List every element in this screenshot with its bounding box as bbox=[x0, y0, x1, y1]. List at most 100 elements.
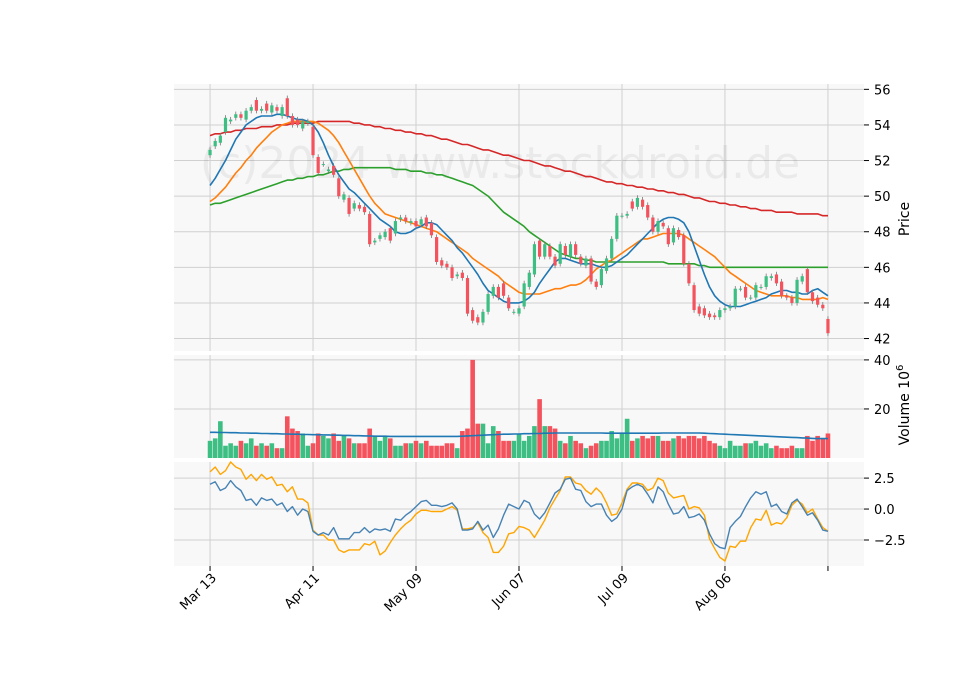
volume-bar bbox=[387, 438, 393, 458]
ma-mid-line bbox=[209, 120, 829, 301]
candle-body bbox=[574, 244, 578, 255]
candle-body bbox=[579, 256, 583, 264]
volume-bar bbox=[650, 435, 656, 458]
volume-bar bbox=[557, 440, 563, 458]
volume-bar bbox=[660, 440, 666, 458]
candle-body bbox=[553, 256, 557, 266]
volume-bar bbox=[496, 431, 501, 458]
volume-bar bbox=[398, 445, 403, 458]
candle-body bbox=[687, 263, 691, 284]
volume-bar bbox=[310, 443, 316, 458]
candle-body bbox=[713, 315, 717, 318]
volume-axis-title-exponent: 6 bbox=[895, 365, 906, 371]
candle-body bbox=[517, 308, 521, 314]
candle-body bbox=[568, 244, 573, 257]
candle-body bbox=[393, 221, 398, 234]
volume-bar bbox=[357, 443, 362, 458]
price-y-tick-label: 56 bbox=[874, 83, 891, 98]
candle-body bbox=[738, 288, 743, 290]
candle-body bbox=[589, 258, 593, 282]
volume-bar bbox=[635, 438, 640, 458]
volume-bar bbox=[372, 435, 378, 458]
candle-body bbox=[749, 297, 753, 299]
volume-bar bbox=[269, 443, 275, 458]
candle-body bbox=[450, 267, 454, 279]
candle-body bbox=[707, 313, 712, 318]
candle-body bbox=[697, 306, 701, 314]
volume-bar bbox=[321, 435, 326, 458]
candle-body bbox=[259, 108, 264, 111]
volume-bar bbox=[825, 433, 831, 458]
volume-bar bbox=[331, 433, 336, 458]
candle-body bbox=[743, 286, 748, 298]
volume-bar bbox=[671, 438, 676, 458]
candle-body bbox=[816, 297, 820, 305]
volume-bar bbox=[655, 435, 661, 458]
candle-body bbox=[512, 311, 516, 313]
candle-body bbox=[599, 269, 603, 286]
candle-body bbox=[352, 203, 356, 209]
volume-bar bbox=[619, 433, 625, 458]
x-tick-label: Apr 11 bbox=[282, 571, 323, 612]
candle-body bbox=[790, 297, 794, 303]
candle-body bbox=[501, 283, 506, 296]
candle-body bbox=[460, 272, 464, 279]
candle-body bbox=[398, 217, 403, 220]
volume-bar bbox=[279, 448, 285, 458]
candle-body bbox=[795, 279, 799, 303]
volume-bar bbox=[516, 433, 522, 458]
volume-bar bbox=[233, 445, 239, 458]
candle-body bbox=[471, 310, 475, 321]
volume-bar bbox=[789, 445, 795, 458]
volume-bar bbox=[377, 440, 383, 458]
candle-body bbox=[764, 276, 768, 287]
candle-body bbox=[733, 288, 737, 307]
candle-body bbox=[362, 206, 367, 213]
volume-bar bbox=[599, 440, 604, 458]
price-y-tick-label: 46 bbox=[874, 261, 891, 276]
x-tick-label: Mar 13 bbox=[177, 571, 220, 614]
candle-body bbox=[378, 235, 382, 239]
watermark-text: (c)2024 www.stockdroid.de bbox=[200, 138, 800, 189]
volume-bar bbox=[315, 433, 321, 458]
volume-bar bbox=[593, 443, 599, 458]
candle-body bbox=[635, 197, 640, 207]
volume-bar bbox=[490, 426, 496, 458]
candle-body bbox=[208, 149, 212, 156]
volume-bar bbox=[532, 426, 537, 458]
candle-body bbox=[780, 281, 784, 296]
volume-bar bbox=[218, 421, 223, 458]
candle-body bbox=[280, 107, 284, 117]
volume-bar bbox=[537, 399, 542, 458]
volume-bar bbox=[583, 448, 589, 458]
volume-bar bbox=[382, 435, 388, 458]
price-y-tick-label: 52 bbox=[874, 155, 891, 170]
volume-bar bbox=[732, 445, 738, 458]
volume-bar bbox=[243, 443, 249, 458]
candle-body bbox=[759, 286, 763, 288]
candle-body bbox=[604, 258, 609, 271]
volume-bar bbox=[820, 438, 826, 458]
candle-body bbox=[543, 244, 547, 257]
candle-body bbox=[414, 221, 418, 227]
candle-body bbox=[445, 263, 449, 268]
volume-axis-title: Volume 106 bbox=[895, 365, 913, 446]
volume-bar bbox=[563, 443, 568, 458]
volume-bar bbox=[439, 445, 445, 458]
candle-body bbox=[404, 217, 408, 222]
candle-body bbox=[507, 297, 511, 309]
candle-body bbox=[821, 304, 825, 309]
candle-body bbox=[409, 221, 413, 223]
candle-body bbox=[594, 281, 598, 287]
volume-bar bbox=[413, 440, 419, 458]
volume-average-line bbox=[210, 431, 828, 440]
candle-body bbox=[301, 121, 305, 129]
volume-bar bbox=[707, 440, 712, 458]
volume-bar bbox=[794, 448, 800, 458]
candle-body bbox=[244, 110, 248, 120]
candle-body bbox=[337, 178, 341, 197]
volume-bar bbox=[604, 440, 609, 458]
candle-body bbox=[558, 244, 562, 264]
candle-body bbox=[419, 219, 423, 225]
